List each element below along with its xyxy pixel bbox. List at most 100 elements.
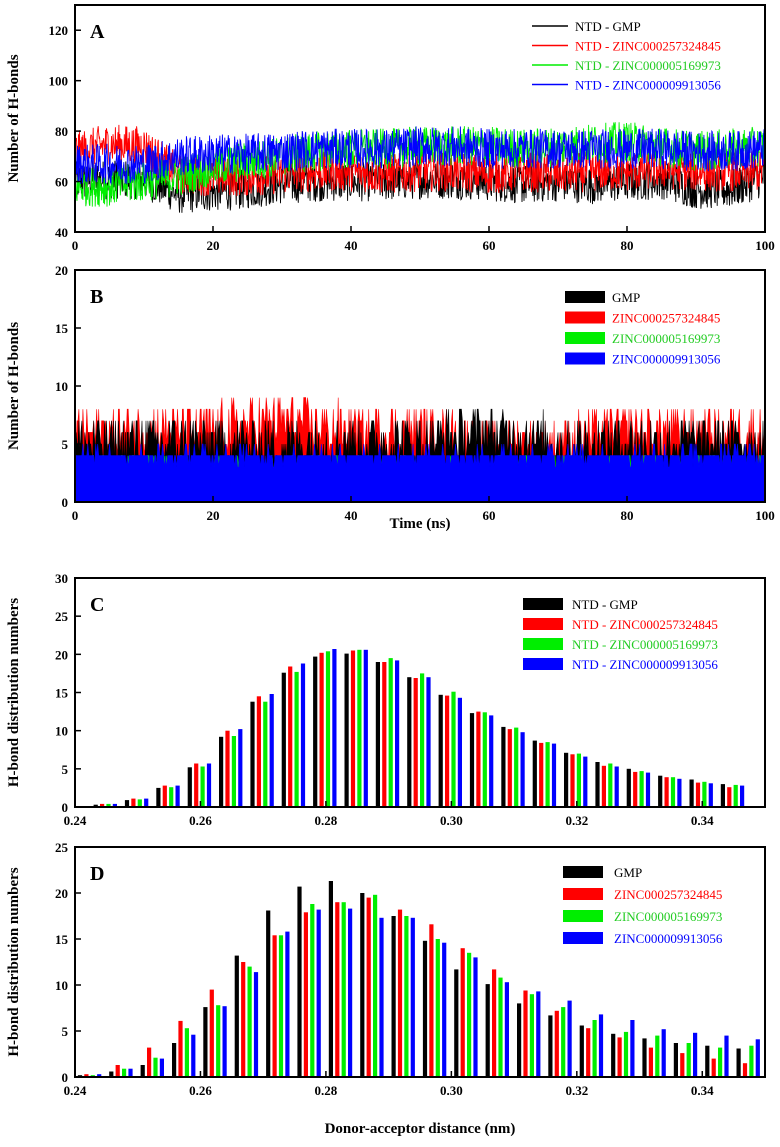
bar-4-21 (740, 785, 745, 807)
x-tick-label-C-3: 0.28 (315, 813, 338, 828)
legend-label-B-4: ZINC000009913056 (612, 352, 721, 367)
bar-3-15 (529, 994, 534, 1077)
bar-1-21 (720, 784, 725, 807)
bar-1-4 (187, 767, 192, 807)
bar-2-2 (115, 1065, 120, 1077)
bar-3-21 (718, 1047, 723, 1077)
bar-2-11 (397, 909, 403, 1077)
x-tick-label-D-5: 0.32 (565, 1083, 588, 1098)
bar-3-11 (404, 916, 409, 1077)
bar-2-6 (256, 696, 261, 807)
bar-1-4 (172, 1043, 177, 1077)
legend-swatch-C-3 (523, 638, 563, 650)
y-tick-label-D-4: 15 (55, 932, 69, 947)
bar-1-18 (611, 1033, 616, 1077)
bar-3-4 (184, 1028, 189, 1077)
legend-swatch-C-1 (523, 598, 563, 610)
bar-3-3 (153, 1057, 158, 1077)
bar-4-9 (348, 908, 353, 1077)
bar-2-21 (727, 787, 732, 807)
x-tick-label-A-4: 60 (483, 238, 496, 253)
bar-1-19 (642, 1038, 647, 1077)
legend-swatch-B-4 (565, 352, 605, 365)
bar-2-4 (178, 1020, 183, 1077)
bar-3-1 (106, 803, 111, 807)
bar-3-8 (325, 651, 331, 807)
x-tick-label-A-1: 0 (72, 238, 79, 253)
bar-3-12 (435, 939, 440, 1077)
bar-4-18 (645, 772, 651, 807)
bar-2-17 (586, 1028, 591, 1077)
bar-4-1 (112, 803, 117, 807)
bar-4-6 (269, 694, 274, 807)
y-tick-label-C-6: 25 (55, 609, 69, 624)
bar-3-13 (467, 952, 472, 1077)
x-tick-label-B-5: 80 (621, 508, 634, 523)
bar-2-20 (680, 1053, 685, 1077)
bar-3-20 (702, 781, 707, 807)
panel-D: 0.24 0.26 0.28 0.30 0.32 0.34 0 5 10 15 20 25 H-bond… (6, 840, 766, 1137)
bar-1-18 (626, 768, 631, 807)
y-tick-label-A-2: 60 (55, 175, 68, 190)
x-tick-label-D-6: 0.34 (691, 1083, 714, 1098)
bar-4-17 (598, 1014, 604, 1077)
bar-2-13 (476, 711, 481, 807)
bar-2-2 (131, 798, 136, 807)
legend-label-C-2: NTD - ZINC000257324845 (572, 617, 718, 632)
bar-4-8 (332, 649, 337, 807)
y-axis-title-C: H-bond distribution numbers (6, 598, 22, 787)
y-tick-label-B-1: 0 (62, 495, 69, 510)
bar-3-20 (686, 1043, 691, 1077)
bar-1-10 (375, 662, 380, 807)
legend-label-A-1: NTD - GMP (575, 19, 641, 34)
x-tick-label-D-4: 0.30 (440, 1083, 463, 1098)
bar-3-16 (576, 753, 581, 807)
y-tick-label-D-5: 20 (55, 886, 68, 901)
legend-label-C-3: NTD - ZINC000005169973 (572, 637, 718, 652)
legend-swatch-D-2 (563, 888, 603, 900)
bar-4-8 (316, 909, 321, 1077)
y-tick-label-A-1: 40 (55, 225, 68, 240)
y-tick-label-C-2: 5 (62, 762, 69, 777)
bar-2-19 (664, 777, 669, 807)
bar-4-7 (285, 931, 290, 1077)
bar-2-15 (539, 742, 544, 807)
bar-2-12 (429, 924, 434, 1077)
bar-3-10 (373, 894, 378, 1077)
plot-frame-A (74, 4, 766, 233)
y-tick-label-C-4: 15 (55, 686, 69, 701)
bar-4-16 (583, 756, 588, 807)
bar-2-8 (319, 652, 324, 807)
bar-1-8 (313, 656, 318, 807)
bar-4-13 (489, 715, 494, 807)
x-tick-label-D-1: 0.24 (64, 1083, 87, 1098)
bar-3-14 (498, 977, 503, 1077)
y-tick-label-C-3: 10 (55, 724, 68, 739)
y-axis-title-B: Number of H-bonds (6, 322, 22, 450)
bar-4-3 (159, 1058, 164, 1077)
y-tick-label-B-2: 5 (62, 437, 69, 452)
bar-2-16 (554, 1010, 559, 1077)
bar-1-16 (564, 752, 569, 807)
bar-2-9 (350, 650, 356, 807)
x-tick-label-C-5: 0.32 (565, 813, 588, 828)
y-tick-label-D-6: 25 (55, 840, 69, 855)
x-tick-label-B-1: 0 (72, 508, 79, 523)
bar-4-10 (379, 917, 384, 1077)
bar-1-15 (532, 740, 537, 807)
y-tick-label-B-5: 20 (55, 263, 68, 278)
legend-swatch-B-1 (565, 291, 605, 303)
bar-2-10 (382, 662, 387, 807)
bar-1-6 (250, 701, 255, 807)
bar-1-14 (501, 726, 506, 807)
bar-4-7 (300, 663, 306, 807)
bar-4-9 (363, 649, 368, 807)
bar-2-7 (288, 666, 293, 807)
bar-1-9 (328, 881, 333, 1077)
bar-3-5 (216, 1005, 221, 1077)
bar-4-4 (206, 763, 212, 807)
bar-2-17 (601, 765, 606, 807)
bar-4-22 (755, 1039, 760, 1077)
panel-letter-D: D (90, 863, 104, 885)
bar-1-21 (705, 1045, 710, 1077)
